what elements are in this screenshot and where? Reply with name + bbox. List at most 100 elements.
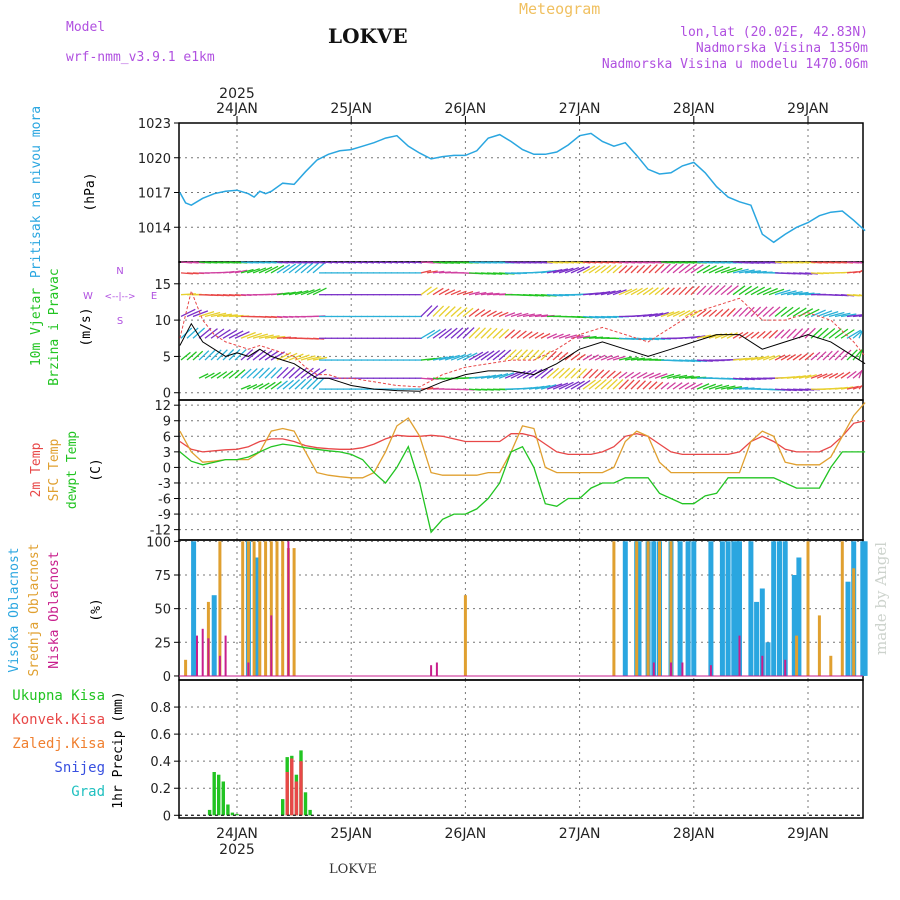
wind-arrow [228, 270, 241, 274]
wind-arrow [211, 388, 223, 390]
wind-arrow [546, 367, 560, 379]
cloud-bar-0 [636, 541, 642, 676]
wind-arrow [774, 329, 785, 339]
wind-arrow [522, 331, 533, 339]
wind-arrow [432, 287, 444, 296]
wind-arrow [222, 370, 234, 379]
wind-arrow [732, 307, 743, 317]
wind-arrow [780, 306, 794, 317]
wind-arrow [408, 261, 417, 264]
wind-arrow [276, 292, 290, 296]
wind-arrow [282, 352, 298, 361]
wind-arrow [552, 268, 569, 274]
wind-arrow [768, 354, 781, 361]
wind-arrow [294, 289, 309, 296]
wind-arrow [636, 380, 646, 390]
wind-arrow [750, 331, 760, 339]
clouds-ytick-label: 25 [154, 636, 171, 651]
wind-arrow [216, 349, 228, 361]
cloud-bar-1 [806, 541, 810, 676]
cloud-bar-0 [255, 557, 261, 676]
date-label-bottom: 28JAN [673, 826, 715, 842]
wind-arrow [798, 352, 809, 361]
wind-arrow [654, 381, 664, 390]
wind-arrow [504, 312, 516, 318]
wind-arrow [240, 268, 254, 274]
wind-arrow [726, 332, 738, 339]
wind-arrow [714, 284, 726, 296]
wind-arrow [181, 375, 192, 378]
pressure-line [179, 132, 866, 244]
wind-arrow [798, 374, 812, 379]
wind-arrow [624, 371, 635, 379]
wind-arrow [330, 261, 339, 264]
wind-arrow [258, 382, 270, 390]
lonlat-label: lon,lat (20.02E, 42.83N) [680, 25, 868, 40]
wind-arrow [804, 327, 816, 339]
wind-arrow [612, 289, 627, 296]
wind-arrow [834, 349, 846, 361]
wind-arrow [588, 379, 602, 390]
date-label-bottom: 26JAN [445, 826, 487, 842]
wind-arrow [708, 309, 718, 317]
wind-arrow [510, 312, 522, 318]
wind-arrow [672, 287, 681, 296]
wind-arrow [181, 389, 195, 390]
wind-arrow [480, 309, 492, 318]
wind-arrow [192, 327, 206, 339]
wind-arrow [786, 354, 796, 361]
wind-arrow [786, 291, 803, 296]
cloud-bar-2 [287, 541, 290, 676]
wind-arrow [552, 333, 564, 339]
model-name: wrf-nmm_v3.9.1 e1km [66, 50, 215, 65]
wind-arrow [234, 369, 246, 379]
wind-arrow [786, 307, 801, 318]
wind-arrow [282, 291, 296, 296]
wind-arrow [594, 291, 611, 296]
wind-arrow [852, 349, 863, 361]
wind-arrow [612, 379, 624, 390]
wind-arrow [762, 287, 778, 296]
wind-arrow [522, 313, 536, 318]
wind-arrow [360, 261, 369, 264]
wind-arrow [726, 307, 736, 317]
wind-arrow [858, 331, 863, 339]
wind-arrow [714, 384, 730, 390]
wind-arrow [618, 356, 633, 361]
date-label-bottom: 25JAN [330, 826, 372, 842]
wind-arrow [594, 379, 607, 390]
wind-arrow [750, 306, 762, 317]
wind-arrow [258, 350, 273, 361]
wind-arrow [420, 286, 432, 296]
wind-arrow [348, 261, 357, 264]
wind-arrow [672, 263, 684, 274]
wind-arrow [846, 329, 862, 339]
temp-unit: (C) [89, 458, 104, 481]
cloud-axis-title-mid: Srednja Oblacnost [27, 543, 42, 676]
wind-arrow [822, 373, 833, 379]
wind-arrow [516, 330, 527, 339]
wind-arrow [312, 262, 325, 274]
wind-arrow [786, 328, 797, 339]
wind-arrow [444, 289, 456, 296]
wind-arrow [504, 329, 516, 339]
wind-arrow [396, 261, 405, 264]
cloud-bar-0 [765, 642, 771, 676]
wind-arrow [186, 351, 197, 361]
wind-arrow [618, 371, 628, 379]
wind-arrow [600, 290, 616, 296]
wind-arrow [294, 378, 307, 390]
wind-arrow [852, 370, 863, 379]
wind-ytick-label: 0 [163, 387, 171, 402]
wind-arrow [456, 353, 472, 361]
cloud-bar-2 [430, 665, 433, 676]
wind-arrow [210, 371, 221, 379]
wind-arrow [594, 264, 606, 274]
wind-arrow [222, 329, 238, 339]
cloud-bar-1 [184, 659, 188, 676]
date-label-bottom: 24JAN [216, 826, 258, 842]
precip-legend-item: Ukupna Kisa [12, 688, 105, 704]
cloud-bar-0 [691, 541, 697, 676]
wind-arrow [438, 288, 450, 296]
wind-arrow [528, 313, 542, 318]
